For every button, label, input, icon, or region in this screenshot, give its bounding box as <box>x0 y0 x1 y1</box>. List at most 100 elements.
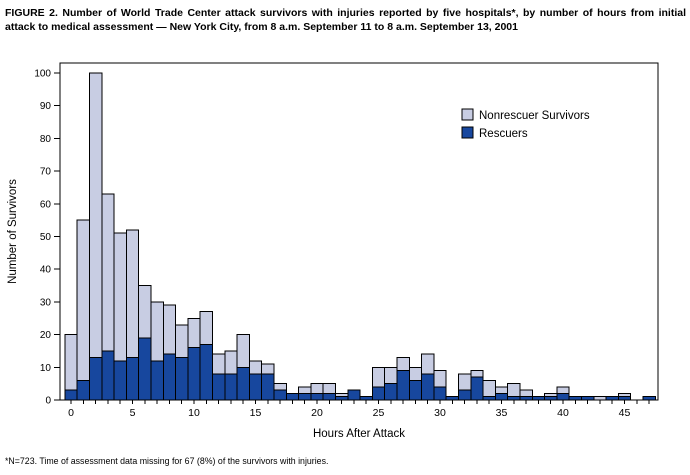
bar-nonrescuer-hour-40 <box>556 386 570 394</box>
bar-rescuer-hour-16 <box>261 373 275 401</box>
bar-nonrescuer-hour-43 <box>593 396 607 401</box>
bar-rescuer-hour-2 <box>88 356 103 401</box>
bar-nonrescuer-hour-10 <box>187 317 201 349</box>
bar-nonrescuer-hour-22 <box>334 392 349 398</box>
legend-swatch-rescuer <box>461 126 474 139</box>
bar-nonrescuer-hour-32 <box>457 373 472 391</box>
bar-nonrescuer-hour-21 <box>322 383 336 394</box>
y-axis-tick-label: 60 <box>40 199 52 210</box>
y-axis-tick-label: 40 <box>40 265 52 276</box>
bar-rescuer-hour-28 <box>408 379 423 401</box>
x-axis-tick-label: 40 <box>557 407 569 419</box>
y-axis-tick-label: 20 <box>40 330 52 341</box>
stacked-bar-chart: 0 10 20 30 40 50 60 70 80 90 100 0 5 10 15 20 25 30 35 40 45… <box>7 62 659 440</box>
bar-rescuer-hour-21 <box>322 392 336 401</box>
y-axis-tick-label: 70 <box>40 167 52 178</box>
bar-nonrescuer-hour-33 <box>470 370 484 378</box>
bar-rescuer-hour-1 <box>76 379 90 401</box>
bar-rescuer-hour-42 <box>580 396 595 401</box>
bar-nonrescuer-hour-25 <box>371 366 386 388</box>
bar-rescuer-hour-44 <box>605 396 619 401</box>
bar-rescuer-hour-18 <box>285 392 300 401</box>
y-axis-tick-label: 80 <box>40 134 52 145</box>
bar-rescuer-hour-12 <box>211 373 226 401</box>
bar-nonrescuer-hour-29 <box>421 353 435 375</box>
x-axis-tick-label: 30 <box>434 407 446 419</box>
bar-nonrescuer-hour-17 <box>273 383 287 391</box>
bar-nonrescuer-hour-34 <box>482 379 496 398</box>
bar-rescuer-hour-15 <box>248 373 263 401</box>
bar-rescuer-hour-30 <box>433 386 447 401</box>
bar-rescuer-hour-10 <box>187 347 201 401</box>
bar-rescuer-hour-25 <box>371 386 386 401</box>
bar-nonrescuer-hour-35 <box>494 386 509 394</box>
y-axis-tick-label: 0 <box>45 396 51 407</box>
bar-rescuer-hour-20 <box>310 392 324 401</box>
bar-nonrescuer-hour-26 <box>384 366 398 385</box>
bar-rescuer-hour-4 <box>113 360 127 401</box>
y-axis-tick-label: 10 <box>40 363 52 374</box>
bar-rescuer-hour-13 <box>224 373 238 401</box>
x-axis-tick-label: 5 <box>130 407 136 419</box>
bar-rescuer-hour-0 <box>64 389 78 401</box>
x-axis-tick-label: 10 <box>188 407 200 419</box>
bar-rescuer-hour-7 <box>150 360 164 401</box>
bar-rescuer-hour-11 <box>199 343 213 401</box>
bar-rescuer-hour-47 <box>642 396 656 401</box>
bar-rescuer-hour-8 <box>162 353 177 401</box>
bar-rescuer-hour-5 <box>125 356 140 401</box>
bar-nonrescuer-hour-16 <box>261 363 275 375</box>
bar-nonrescuer-hour-1 <box>76 219 90 381</box>
bar-nonrescuer-hour-5 <box>125 229 140 358</box>
bar-nonrescuer-hour-12 <box>211 353 226 375</box>
bar-nonrescuer-hour-6 <box>138 285 152 339</box>
x-axis-tick-label: 25 <box>373 407 385 419</box>
bar-nonrescuer-hour-15 <box>248 360 263 375</box>
bar-nonrescuer-hour-27 <box>396 356 410 372</box>
bar-nonrescuer-hour-28 <box>408 366 423 381</box>
bar-nonrescuer-hour-45 <box>617 392 632 398</box>
x-axis-title: Hours After Attack <box>313 428 405 440</box>
bar-rescuer-hour-35 <box>494 392 509 401</box>
y-axis-title: Number of Survivors <box>7 179 19 284</box>
bar-rescuer-hour-9 <box>175 356 189 401</box>
x-axis-tick-label: 0 <box>68 407 74 419</box>
bar-nonrescuer-hour-36 <box>507 383 521 398</box>
legend-label-nonrescuer: Nonrescuer Survivors <box>479 110 590 122</box>
y-axis-tick-label: 90 <box>40 101 52 112</box>
figure-title: FIGURE 2. Number of World Trade Center a… <box>5 7 686 34</box>
bar-rescuer-hour-31 <box>445 396 459 401</box>
bar-nonrescuer-hour-20 <box>310 383 324 394</box>
bar-rescuer-hour-32 <box>457 389 472 401</box>
bar-nonrescuer-hour-2 <box>88 72 103 358</box>
bar-rescuer-hour-38 <box>531 396 546 401</box>
bar-nonrescuer-hour-37 <box>519 389 533 398</box>
bar-rescuer-hour-41 <box>568 396 582 401</box>
bar-nonrescuer-hour-30 <box>433 370 447 388</box>
bar-rescuer-hour-17 <box>273 389 287 401</box>
bar-nonrescuer-hour-9 <box>175 324 189 358</box>
bar-nonrescuer-hour-7 <box>150 301 164 362</box>
bar-rescuer-hour-23 <box>347 389 361 401</box>
x-axis-tick-label: 35 <box>496 407 508 419</box>
bar-rescuer-hour-29 <box>421 373 435 401</box>
bar-rescuer-hour-3 <box>101 350 115 401</box>
y-axis-tick-label: 50 <box>40 232 52 243</box>
bar-rescuer-hour-33 <box>470 376 484 401</box>
bar-nonrescuer-hour-13 <box>224 350 238 375</box>
x-axis-tick-label: 45 <box>619 407 631 419</box>
bar-nonrescuer-hour-11 <box>199 311 213 345</box>
footnote: *N=723. Time of assessment data missing … <box>5 456 329 466</box>
x-axis-tick-label: 15 <box>250 407 262 419</box>
legend-swatch-nonrescuer <box>461 108 474 121</box>
bar-nonrescuer-hour-4 <box>113 232 127 362</box>
bar-rescuer-hour-19 <box>298 392 312 401</box>
bar-nonrescuer-hour-0 <box>64 334 78 391</box>
legend-label-rescuer: Rescuers <box>479 128 528 140</box>
bar-rescuer-hour-26 <box>384 383 398 401</box>
bar-nonrescuer-hour-19 <box>298 386 312 394</box>
y-axis-tick-label: 30 <box>40 297 52 308</box>
bar-rescuer-hour-24 <box>359 396 373 401</box>
bar-rescuer-hour-27 <box>396 370 410 401</box>
bar-nonrescuer-hour-8 <box>162 304 177 355</box>
